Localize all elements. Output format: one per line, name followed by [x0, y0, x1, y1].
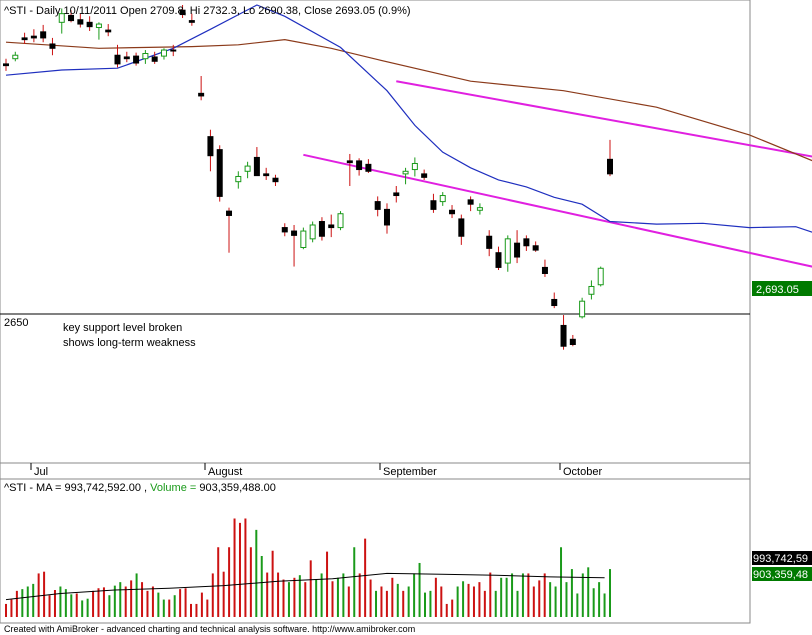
candle-body[interactable] [3, 63, 9, 67]
candle-body[interactable] [411, 162, 418, 171]
volume-ma-value: 993,742,592.00 [64, 482, 140, 494]
candle-body[interactable] [393, 192, 400, 197]
candle-body[interactable] [476, 207, 483, 211]
candle-body[interactable] [291, 230, 298, 236]
xlabel-september: September [383, 466, 437, 478]
candle-body[interactable] [30, 35, 37, 39]
candle-body[interactable] [551, 298, 558, 307]
candle-body[interactable] [532, 245, 539, 251]
volume-title-prefix: ^STI - MA = [4, 482, 64, 494]
candle-body[interactable] [569, 338, 576, 345]
chart-title: ^STI - Daily 10/11/2011 Open 2709.8, Hi … [4, 5, 411, 17]
volume-axis-label: 903,359,48 [753, 569, 808, 581]
volume-label: Volume = [150, 482, 199, 494]
candle-body[interactable] [300, 230, 307, 249]
candle-body[interactable] [495, 252, 502, 268]
footer-credit: Created with AmiBroker - advanced charti… [4, 624, 415, 634]
annotation-line-1: key support level broken [63, 322, 182, 334]
volume-tag [752, 567, 812, 581]
date-axis [0, 462, 751, 480]
candle-body[interactable] [579, 300, 586, 318]
candle-body[interactable] [179, 9, 186, 16]
last-price-tag [752, 281, 812, 296]
candle-body[interactable] [588, 285, 595, 295]
candle-body[interactable] [486, 235, 493, 249]
candle-body[interactable] [49, 43, 56, 49]
candle-body[interactable] [253, 156, 260, 177]
support-level-label: 2650 [4, 317, 28, 329]
candle-body[interactable] [328, 224, 335, 229]
volume-ma-axis-label: 993,742,59 [753, 553, 808, 565]
candle-body[interactable] [597, 267, 604, 286]
candle-body[interactable] [21, 37, 28, 41]
candle-body[interactable] [235, 175, 242, 183]
candle-body[interactable] [421, 173, 428, 178]
candle-body[interactable] [458, 218, 465, 237]
candle-body[interactable] [170, 49, 177, 52]
candle-body[interactable] [198, 92, 205, 97]
volume-value: 903,359,488.00 [199, 482, 275, 494]
last-price-label: 2,693.05 [756, 284, 799, 296]
volume-bars-group [5, 518, 611, 617]
candle-body[interactable] [430, 200, 437, 210]
candle-body[interactable] [383, 208, 390, 226]
candle-body[interactable] [142, 53, 149, 60]
candle-body[interactable] [244, 165, 251, 172]
candle-body[interactable] [114, 54, 121, 65]
candles-group [3, 5, 613, 350]
candle-body[interactable] [40, 31, 47, 39]
candle-body[interactable] [151, 56, 158, 62]
candle-body[interactable] [514, 242, 521, 258]
candle-body[interactable] [68, 14, 75, 22]
candle-body[interactable] [12, 54, 19, 60]
candle-body[interactable] [365, 163, 372, 172]
candle-body[interactable] [77, 19, 84, 25]
candle-body[interactable] [356, 160, 363, 171]
candle-body[interactable] [346, 160, 353, 164]
candle-body[interactable] [467, 199, 474, 205]
candle-body[interactable] [86, 21, 93, 28]
volume-ma-line [5, 572, 605, 601]
xlabel-august: August [208, 466, 242, 478]
xlabel-october: October [563, 466, 602, 478]
channel-lower-line [303, 153, 812, 268]
xlabel-jul: Jul [34, 466, 48, 478]
candle-body[interactable] [216, 149, 223, 197]
ma-long-line [5, 38, 812, 162]
candle-body[interactable] [560, 324, 567, 347]
candle-body[interactable] [95, 23, 102, 29]
candle-body[interactable] [402, 170, 409, 175]
candle-body[interactable] [309, 224, 316, 240]
candle-body[interactable] [374, 201, 381, 210]
candle-body[interactable] [281, 227, 288, 233]
annotation-line-2: shows long-term weakness [63, 337, 196, 349]
volume-pane[interactable] [0, 478, 751, 624]
candle-body[interactable] [263, 173, 270, 177]
candle-body[interactable] [160, 49, 167, 57]
candle-body[interactable] [337, 213, 344, 229]
candle-body[interactable] [449, 209, 456, 215]
channel-upper-line [396, 80, 812, 158]
candle-body[interactable] [207, 136, 214, 157]
candle-body[interactable] [318, 221, 325, 237]
candle-body[interactable] [523, 238, 530, 247]
candle-body[interactable] [105, 29, 112, 33]
candle-body[interactable] [226, 210, 233, 216]
volume-title: ^STI - MA = 993,742,592.00 , Volume = 90… [4, 482, 276, 494]
candle-body[interactable] [607, 158, 613, 175]
candle-body[interactable] [133, 55, 140, 64]
price-pane[interactable] [0, 0, 751, 464]
candle-body[interactable] [123, 56, 130, 60]
ma-short-line [5, 4, 812, 233]
candle-body[interactable] [58, 13, 65, 23]
candle-body[interactable] [188, 20, 195, 23]
candle-body[interactable] [504, 238, 511, 264]
candle-body[interactable] [439, 195, 446, 203]
candle-body[interactable] [541, 266, 548, 274]
candle-body[interactable] [272, 177, 279, 183]
volume-ma-tag [752, 551, 812, 565]
